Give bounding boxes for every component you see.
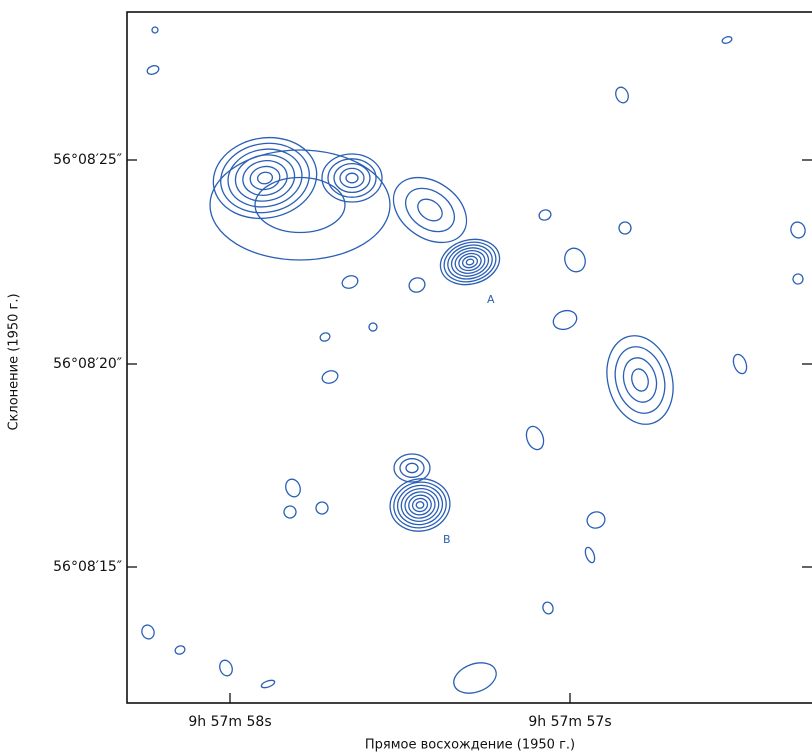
contour xyxy=(140,623,156,640)
contour xyxy=(381,164,479,256)
contour xyxy=(328,159,376,197)
contour xyxy=(320,369,339,386)
plot-frame xyxy=(127,12,812,703)
contour xyxy=(240,157,290,199)
contour xyxy=(541,601,555,616)
contour xyxy=(218,658,235,677)
y-tick-label: 56°08′25″ xyxy=(53,152,122,168)
contour xyxy=(346,173,358,183)
contour xyxy=(789,220,808,240)
contour xyxy=(146,64,160,76)
contour xyxy=(407,276,427,295)
contour xyxy=(614,85,631,104)
contour xyxy=(411,497,428,512)
contour xyxy=(283,477,302,499)
x-tick-label: 9h 57m 58s xyxy=(188,714,271,730)
contour-map xyxy=(140,26,807,699)
contour xyxy=(174,645,186,656)
contour xyxy=(551,307,580,332)
contour xyxy=(400,459,424,478)
contour xyxy=(523,424,546,452)
x-tick-label: 9h 57m 57s xyxy=(528,714,611,730)
contour xyxy=(416,501,425,509)
contour xyxy=(257,171,274,185)
contour xyxy=(453,247,488,276)
y-tick-label: 56°08′15″ xyxy=(53,559,122,575)
contour xyxy=(406,463,418,472)
source-label: B xyxy=(443,533,451,546)
contour xyxy=(561,245,588,274)
contour xyxy=(629,367,650,393)
contour xyxy=(466,258,475,265)
contour xyxy=(314,500,329,515)
contour xyxy=(792,273,805,286)
contour xyxy=(721,35,732,44)
y-axis-label: Склонение (1950 г.) xyxy=(7,293,22,430)
contour xyxy=(597,328,682,431)
contour xyxy=(368,322,378,332)
contour xyxy=(322,154,382,202)
contour xyxy=(461,255,478,270)
contour xyxy=(397,179,462,240)
x-axis-label: Прямое восхождение (1950 г.) xyxy=(365,738,575,753)
contour xyxy=(619,354,662,406)
contour xyxy=(407,493,433,516)
contour xyxy=(538,208,553,222)
contour xyxy=(403,490,437,521)
contour xyxy=(731,353,749,376)
contour xyxy=(260,679,275,689)
y-tick-label: 56°08′20″ xyxy=(53,356,122,372)
contour xyxy=(584,546,597,564)
figure: Склонение (1950 г.) Прямое восхождение (… xyxy=(0,0,812,755)
tick-marks xyxy=(127,160,812,703)
contour xyxy=(450,657,501,698)
source-label: A xyxy=(487,293,495,306)
contour xyxy=(414,195,447,226)
contour xyxy=(151,26,159,34)
contour xyxy=(585,509,607,530)
contour xyxy=(282,504,297,519)
contour xyxy=(340,168,364,187)
contour xyxy=(617,220,632,235)
contour xyxy=(319,332,331,343)
contour xyxy=(340,274,359,291)
contour xyxy=(386,474,454,536)
